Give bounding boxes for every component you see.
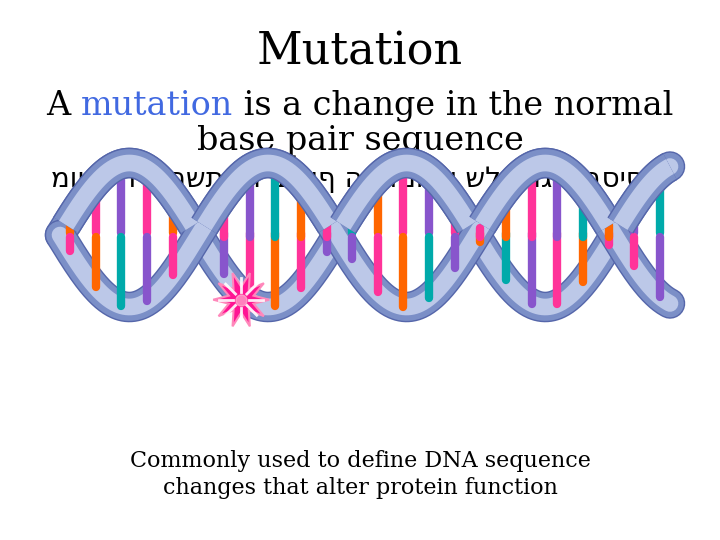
Text: מוטציה – השתנות ברצף הנורמאלי של זיווגי הבסיסים: מוטציה – השתנות ברצף הנורמאלי של זיווגי … — [51, 165, 669, 193]
Text: Commonly used to define DNA sequence: Commonly used to define DNA sequence — [130, 450, 590, 472]
Text: is a change in the normal: is a change in the normal — [233, 90, 674, 122]
Text: Mutation: Mutation — [257, 30, 463, 73]
Text: base pair sequence: base pair sequence — [197, 125, 523, 157]
Polygon shape — [213, 273, 269, 326]
Text: mutation: mutation — [81, 90, 233, 122]
Text: A: A — [46, 90, 81, 122]
Text: changes that alter protein function: changes that alter protein function — [163, 477, 557, 499]
